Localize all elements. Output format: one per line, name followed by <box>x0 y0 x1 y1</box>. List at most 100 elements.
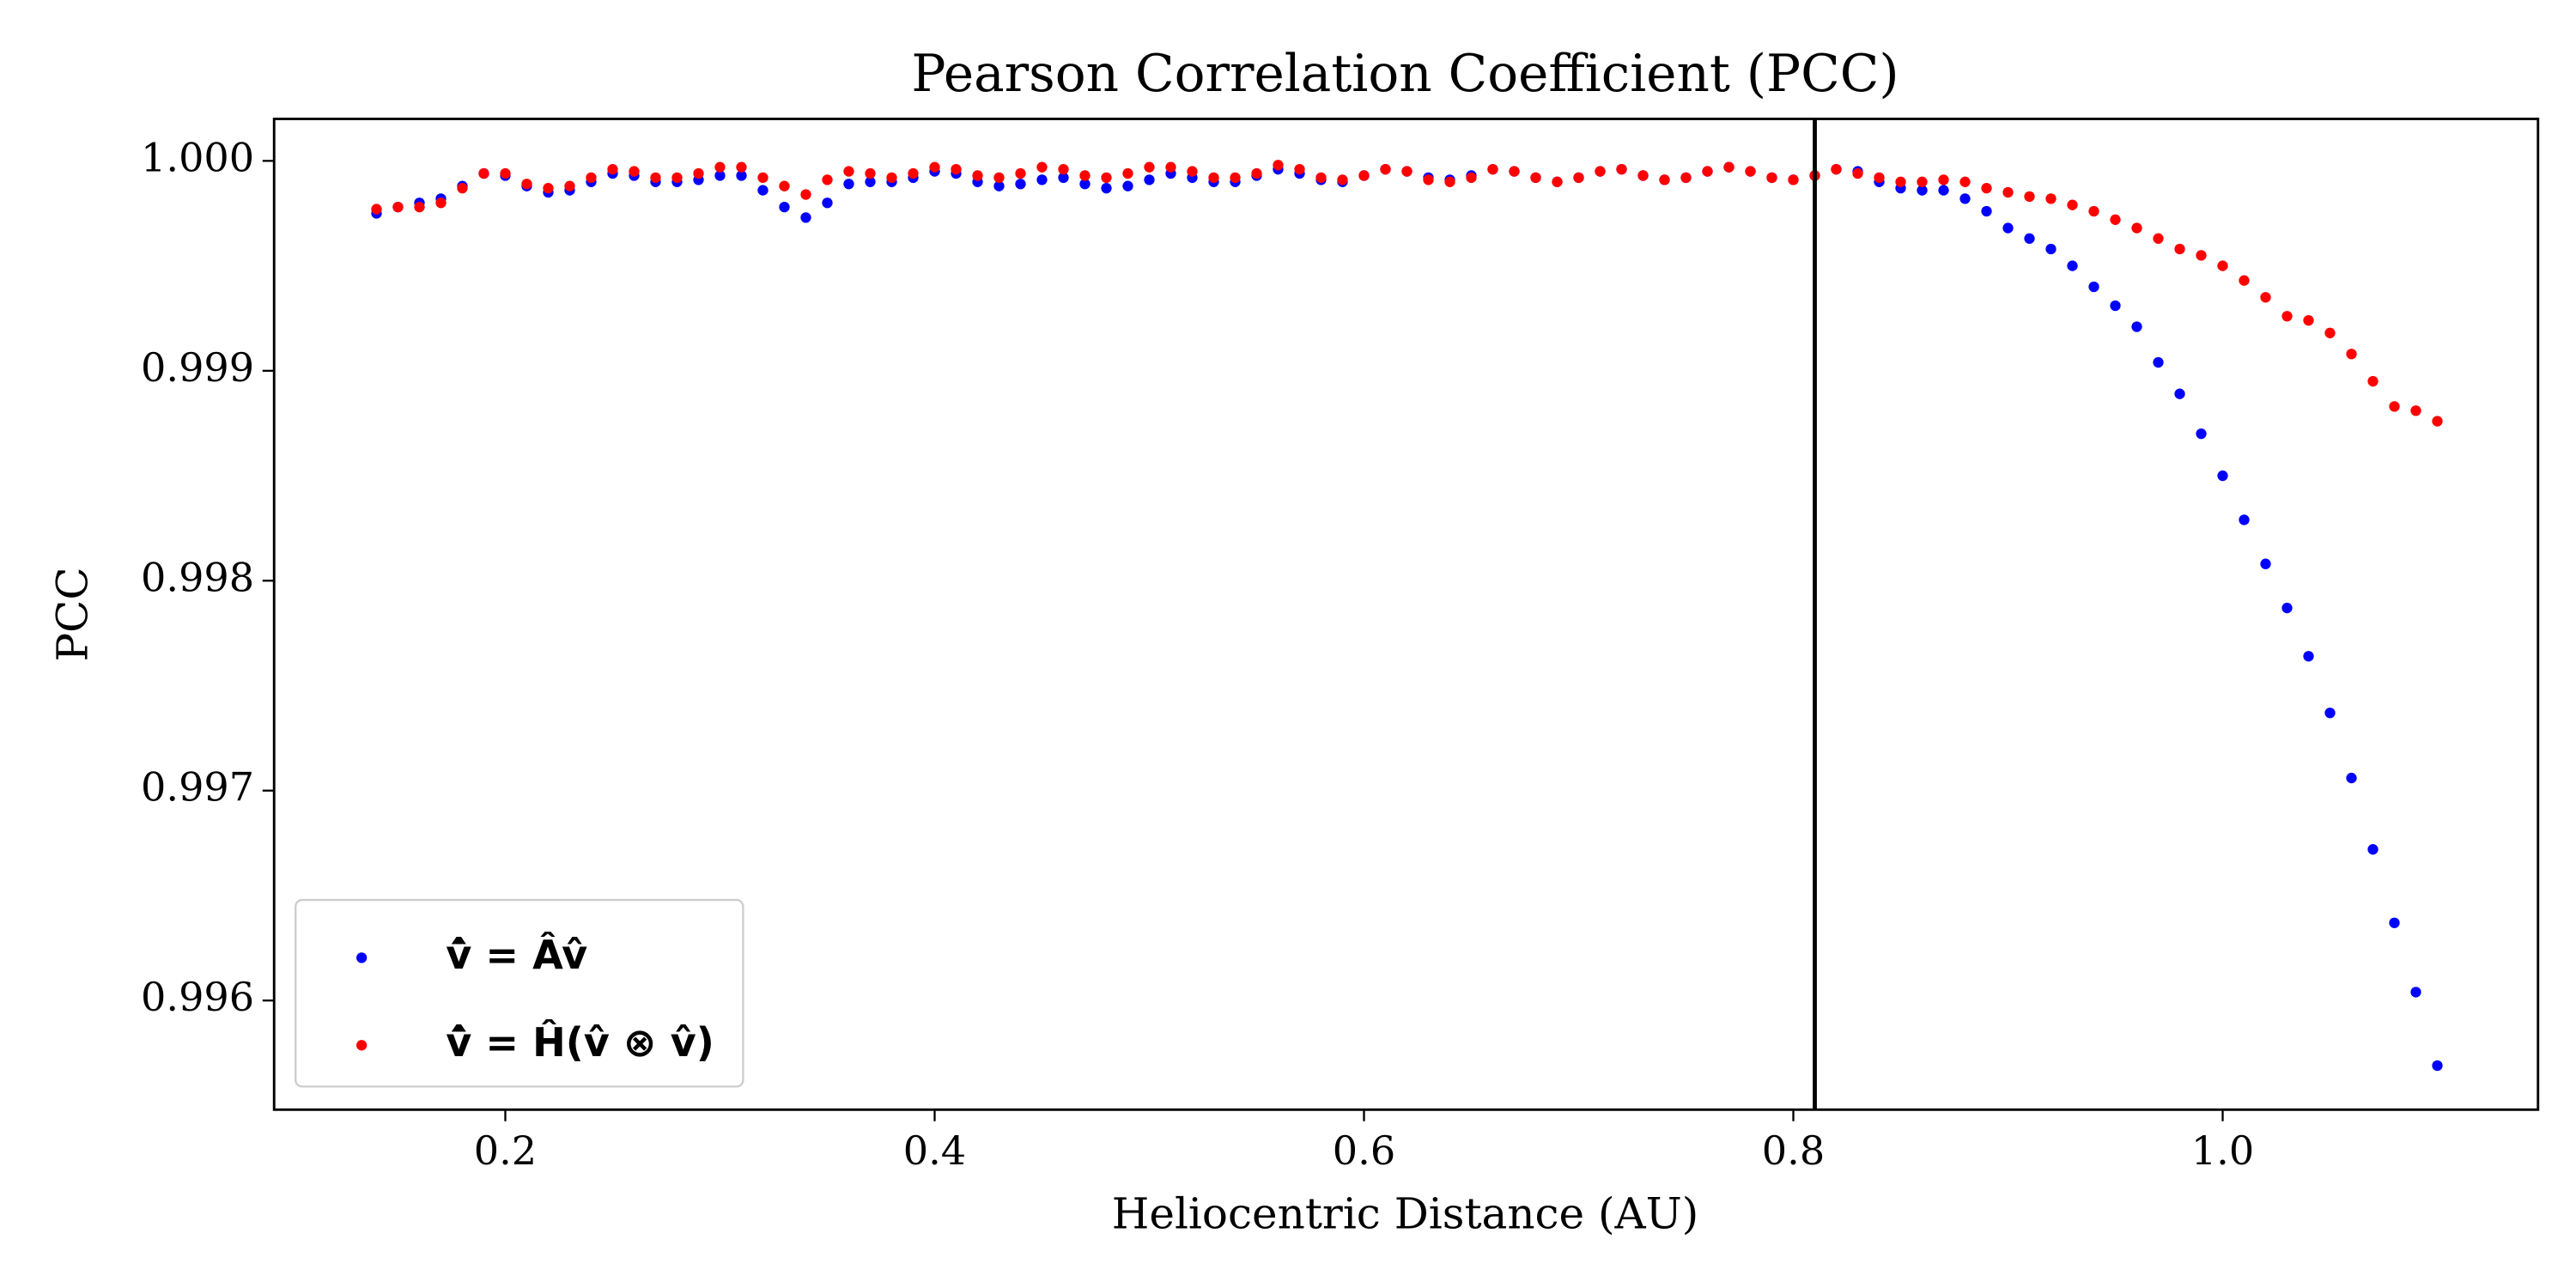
point <box>822 197 833 209</box>
point <box>1788 174 1799 185</box>
point <box>1122 167 1133 179</box>
point <box>2131 321 2142 332</box>
legend-box <box>295 898 744 1088</box>
point <box>1101 172 1112 184</box>
point <box>1401 166 1413 177</box>
point <box>2002 222 2014 234</box>
point <box>779 201 790 213</box>
point <box>2067 199 2078 210</box>
point <box>1144 174 1155 185</box>
point <box>1509 166 1520 177</box>
point <box>1015 179 1026 190</box>
point <box>2239 275 2250 286</box>
x-tick-label: 0.6 <box>1333 1127 1395 1174</box>
point <box>500 167 511 179</box>
point <box>2367 375 2379 387</box>
point <box>1573 172 1584 184</box>
point <box>1058 172 1069 184</box>
point <box>1315 172 1327 184</box>
point <box>1251 167 1262 179</box>
point <box>392 201 404 213</box>
point <box>629 166 640 177</box>
point <box>1380 163 1391 175</box>
point <box>1423 174 1434 185</box>
point <box>1595 166 1606 177</box>
point <box>2002 186 2014 198</box>
point <box>2196 250 2207 261</box>
plot-area <box>371 160 2443 1072</box>
point <box>1917 176 1928 187</box>
point <box>2303 651 2314 662</box>
point <box>2389 401 2400 412</box>
point <box>1831 163 1842 175</box>
point <box>478 167 489 179</box>
y-tick-label: 1.000 <box>141 134 254 180</box>
point <box>1530 172 1541 184</box>
point <box>1487 163 1498 175</box>
point <box>865 176 876 187</box>
point <box>1122 180 1133 191</box>
point <box>843 166 854 177</box>
point <box>1637 170 1649 181</box>
point <box>1015 167 1026 179</box>
point <box>1680 172 1692 184</box>
point <box>564 180 575 191</box>
x-tick-label: 0.2 <box>474 1127 537 1174</box>
legend-marker <box>356 952 368 963</box>
legend-marker <box>356 1040 368 1051</box>
point <box>993 180 1005 191</box>
point <box>2260 292 2271 303</box>
point <box>2024 191 2035 203</box>
legend-label: v̂̇ = Ĥ(v̂ ⊗ v̂) <box>446 1019 714 1066</box>
point <box>414 201 425 213</box>
point <box>2045 193 2057 204</box>
x-tick-label: 1.0 <box>2191 1127 2254 1174</box>
point <box>1959 176 1971 187</box>
chart-title: Pearson Correlation Coefficient (PCC) <box>911 45 1899 104</box>
point <box>1101 182 1112 194</box>
point <box>2067 260 2078 271</box>
point <box>1337 174 1348 185</box>
point <box>2324 327 2336 338</box>
point <box>2410 405 2421 416</box>
point <box>2174 243 2185 255</box>
point <box>2324 708 2336 719</box>
point <box>2153 233 2164 244</box>
y-tick-label: 0.998 <box>141 554 254 600</box>
point <box>693 167 704 179</box>
point <box>1981 205 1992 217</box>
point <box>2410 987 2421 998</box>
point <box>2110 214 2121 225</box>
point <box>650 172 661 184</box>
point <box>1079 179 1091 190</box>
point <box>1895 176 1906 187</box>
point <box>607 163 618 175</box>
point <box>1981 182 1992 194</box>
point <box>2346 349 2357 360</box>
x-tick-label: 0.8 <box>1762 1127 1825 1174</box>
point <box>1466 172 1477 184</box>
point <box>2131 222 2142 234</box>
point <box>1230 172 1241 184</box>
point <box>2346 772 2357 784</box>
point <box>1874 172 1885 184</box>
point <box>2024 233 2035 244</box>
point <box>736 170 747 181</box>
y-axis-label: PCC <box>47 567 97 661</box>
point <box>435 197 447 209</box>
point <box>2088 281 2099 293</box>
point <box>972 170 983 181</box>
point <box>757 185 769 196</box>
point <box>1852 167 1863 179</box>
point <box>1659 174 1670 185</box>
point <box>2389 917 2400 928</box>
point <box>951 163 962 175</box>
y-tick-label: 0.999 <box>141 344 254 391</box>
point <box>908 167 919 179</box>
point <box>865 167 876 179</box>
point <box>1938 185 1949 196</box>
point <box>1079 170 1091 181</box>
point <box>714 170 726 181</box>
